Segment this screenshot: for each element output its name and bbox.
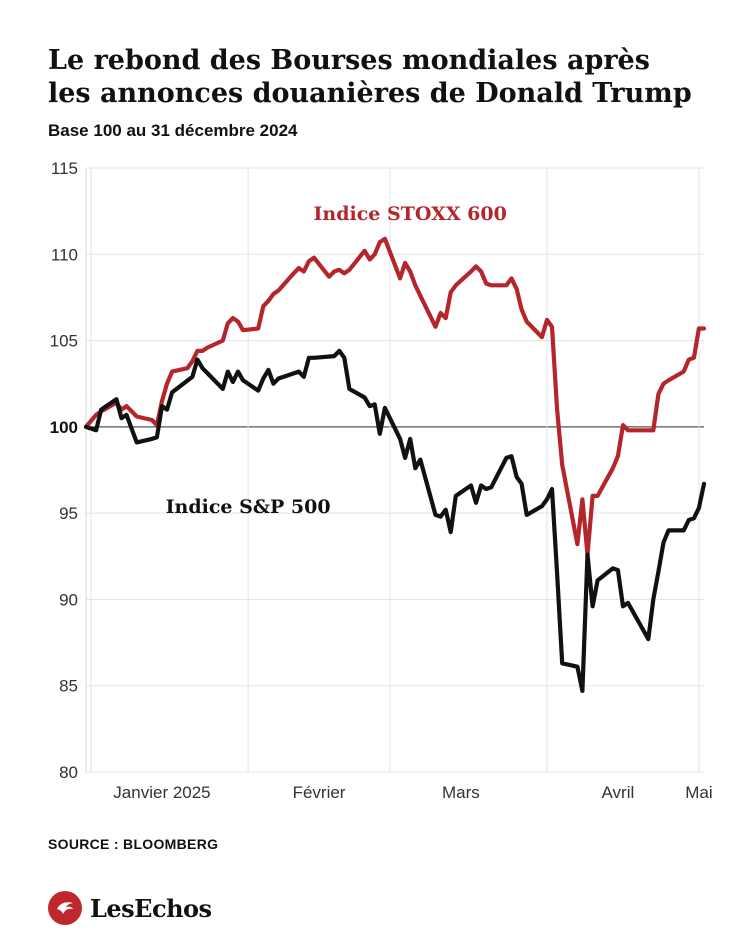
grid (85, 167, 704, 773)
logo-text: LesEchos (90, 893, 212, 923)
x-tick-label: Mars (442, 783, 480, 802)
series-label-stoxx600: Indice STOXX 600 (314, 203, 507, 225)
series-line-stoxx600 (83, 236, 707, 557)
logo-emblem-icon (48, 891, 82, 925)
y-tick-label: 90 (59, 590, 78, 609)
y-tick-label: 80 (59, 763, 78, 782)
line-chart: 80 85 90 95 100 105 110 115 Janvier 2025 Février… (50, 159, 713, 802)
y-tick-label: 85 (59, 677, 78, 696)
y-tick-label: 110 (51, 245, 78, 264)
chart-title: Le rebond des Bourses mondiales après le… (48, 44, 728, 110)
chart-subtitle: Base 100 au 31 décembre 2024 (48, 121, 298, 140)
series-lines (83, 236, 707, 693)
series-line-sp500 (83, 348, 707, 693)
x-axis-ticks: Janvier 2025 Février Mars Avril Mai (113, 783, 712, 802)
x-tick-label: Mai (685, 783, 712, 802)
y-tick-label: 100 (50, 418, 78, 437)
y-axis-ticks: 80 85 90 95 100 105 110 115 (50, 159, 78, 782)
chart-title-line-1: Le rebond des Bourses mondiales après (48, 45, 650, 76)
chart-title-line-2: les annonces douanières de Donald Trump (48, 78, 692, 109)
y-tick-label: 105 (50, 332, 78, 351)
y-tick-label: 95 (59, 504, 78, 523)
x-tick-label: Avril (602, 783, 635, 802)
source-note: SOURCE : BLOOMBERG (48, 836, 219, 852)
series-label-sp500: Indice S&P 500 (166, 496, 331, 518)
series-labels: Indice STOXX 600 Indice S&P 500 (166, 203, 507, 518)
y-tick-label: 115 (51, 159, 78, 178)
x-tick-label: Février (293, 783, 346, 802)
x-tick-label: Janvier 2025 (113, 783, 210, 802)
les-echos-logo: LesEchos (48, 890, 212, 926)
